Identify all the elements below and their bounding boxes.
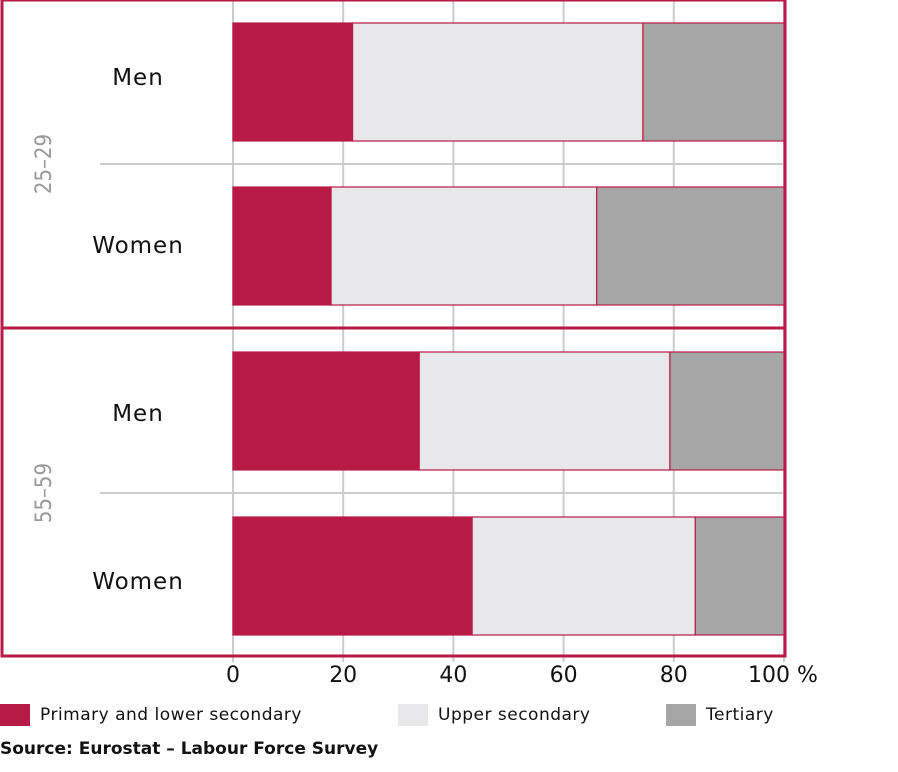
bar-g1-women-s1 xyxy=(330,186,598,306)
legend: Primary and lower secondary Upper second… xyxy=(0,703,898,727)
group-label-1: 25–29 xyxy=(32,134,57,194)
bar-g2-women-s1 xyxy=(471,516,696,636)
x-tick-label-1: 20 xyxy=(329,663,357,688)
x-tick-label-0: 0 xyxy=(226,663,240,688)
row-label-g2-women: Women xyxy=(92,569,184,595)
group-label-2: 55–59 xyxy=(32,463,57,523)
chart-svg: Men Women Men Women 25–29 55–59 0 20 40 60 80 100 % xyxy=(0,0,818,688)
row-label-g1-men: Men xyxy=(112,65,164,91)
legend-item-primary: Primary and lower secondary xyxy=(0,703,302,727)
legend-label-upper: Upper secondary xyxy=(438,705,591,725)
x-tick-label-3: 60 xyxy=(550,663,578,688)
bar-g1-women-s2 xyxy=(596,186,785,306)
legend-swatch-primary xyxy=(0,704,30,726)
legend-swatch-tertiary xyxy=(666,704,696,726)
legend-swatch-upper xyxy=(398,704,428,726)
x-tick-label-4: 80 xyxy=(660,663,688,688)
bar-g2-women-s0 xyxy=(232,516,473,636)
legend-item-upper: Upper secondary xyxy=(398,703,590,727)
bar-g2-men-s1 xyxy=(418,351,671,471)
legend-label-primary: Primary and lower secondary xyxy=(40,705,302,725)
bar-g1-men-s0 xyxy=(232,22,354,142)
row-label-g2-men: Men xyxy=(112,401,164,427)
chart: Men Women Men Women 25–29 55–59 0 20 40 60 80 100 % xyxy=(0,0,818,688)
bar-g2-women-s2 xyxy=(694,516,785,636)
bar-g2-men-s0 xyxy=(232,351,420,471)
row-label-g1-women: Women xyxy=(92,233,184,259)
bar-g1-women-s0 xyxy=(232,186,332,306)
x-tick-label-5: 100 % xyxy=(748,663,818,688)
x-tick-label-2: 40 xyxy=(439,663,467,688)
legend-item-tertiary: Tertiary xyxy=(666,703,774,727)
chart-frame xyxy=(0,0,787,658)
legend-label-tertiary: Tertiary xyxy=(706,705,774,725)
source-note: Source: Eurostat – Labour Force Survey xyxy=(0,739,379,759)
bar-g1-men-s2 xyxy=(642,22,785,142)
bar-g2-men-s2 xyxy=(669,351,785,471)
bar-g1-men-s1 xyxy=(351,22,644,142)
